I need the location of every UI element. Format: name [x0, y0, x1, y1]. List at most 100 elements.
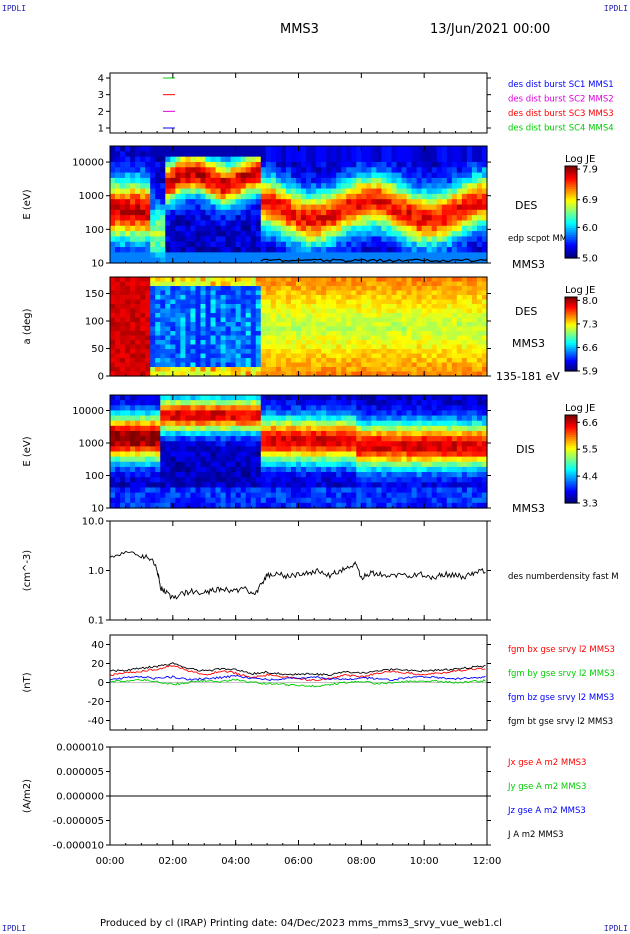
dis-energy-heatmap-cell [165, 492, 171, 499]
des-energy-heatmap-cell [135, 188, 141, 195]
des-energy-heatmap-cell [245, 257, 252, 264]
dis-energy-heatmap-cell [185, 456, 192, 463]
des-energy-heatmap-cell [391, 161, 398, 168]
des-pitch-heatmap-cell [476, 349, 483, 355]
des-energy-heatmap-cell [306, 188, 312, 195]
dis-energy-heatmap-cell [386, 497, 393, 504]
des-pitch-heatmap-cell [260, 322, 267, 328]
des-energy-heatmap-cell [110, 236, 116, 243]
des-pitch-heatmap-cell [120, 277, 126, 283]
des-energy-heatmap-cell [481, 151, 488, 158]
dis-energy-heatmap-cell [235, 436, 242, 442]
dis-energy-heatmap-cell [316, 405, 322, 412]
des-pitch-heatmap-cell [295, 358, 302, 364]
des-pitch-colorbar-cell [565, 313, 577, 317]
des-energy-heatmap-cell [386, 231, 393, 238]
dis-energy-heatmap-cell [170, 441, 176, 447]
des-energy-heatmap-cell [441, 151, 448, 158]
des-energy-heatmap-cell [265, 167, 272, 174]
des-energy-heatmap-cell [361, 177, 367, 184]
des-pitch-heatmap-cell [361, 326, 367, 332]
dis-energy-heatmap-cell [265, 415, 272, 422]
dis-energy-heatmap-cell [125, 466, 131, 473]
des-energy-heatmap-cell [160, 241, 166, 248]
des-pitch-heatmap-cell [301, 326, 307, 332]
dis-energy-heatmap-cell [255, 430, 262, 437]
des-pitch-heatmap-cell [180, 349, 186, 355]
des-energy-heatmap-cell [240, 215, 247, 222]
dis-energy-heatmap-cell [306, 410, 312, 417]
des-energy-heatmap-cell [401, 220, 408, 227]
des-pitch-heatmap-cell [306, 313, 312, 319]
des-pitch-heatmap-cell [150, 295, 156, 301]
des-energy-heatmap-cell [311, 199, 317, 206]
des-pitch-heatmap-cell [180, 286, 186, 292]
des-pitch-heatmap-cell [290, 308, 297, 314]
des-pitch-heatmap-cell [331, 358, 337, 364]
des-pitch-heatmap-cell [170, 349, 176, 355]
dis-energy-heatmap-cell [346, 466, 352, 473]
dis-energy-heatmap-cell [316, 472, 322, 478]
des-pitch-heatmap-cell [326, 344, 332, 350]
dis-energy-heatmap-cell [416, 395, 423, 401]
des-pitch-heatmap-cell [366, 286, 372, 292]
des-pitch-heatmap-cell [411, 304, 418, 310]
des-energy-heatmap-cell [170, 177, 176, 184]
dis-energy-heatmap-cell [225, 502, 232, 509]
des-pitch-heatmap-cell [451, 358, 458, 364]
dis-energy-heatmap-cell [426, 446, 433, 453]
des-energy-heatmap-cell [280, 209, 287, 216]
des-pitch-heatmap-cell [456, 290, 463, 296]
des-energy-heatmap-cell [150, 257, 156, 264]
dis-energy-heatmap-cell [411, 456, 418, 463]
des-energy-heatmap-cell [180, 215, 186, 222]
des-energy-heatmap-cell [175, 167, 181, 174]
des-pitch-heatmap-cell [270, 299, 277, 305]
des-energy-heatmap-cell [476, 241, 483, 248]
des-pitch-heatmap-cell [190, 295, 197, 301]
burst-panel-ytick-label: 4 [98, 74, 104, 85]
des-pitch-heatmap-cell [336, 358, 342, 364]
des-energy-heatmap-cell [481, 241, 488, 248]
des-pitch-heatmap-cell [145, 277, 151, 283]
des-energy-heatmap-cell [481, 215, 488, 222]
dis-energy-heatmap-cell [255, 425, 262, 432]
corner-label-bottom-left: IPDLI [2, 924, 27, 933]
des-pitch-heatmap-cell [250, 353, 257, 359]
des-energy-colorbar-cell [565, 172, 577, 176]
dis-energy-heatmap-cell [371, 487, 378, 494]
dis-energy-heatmap-cell [431, 441, 438, 447]
dis-energy-heatmap-cell [316, 482, 322, 489]
dis-energy-heatmap-cell [411, 420, 418, 427]
dis-energy-heatmap-cell [145, 451, 151, 458]
dis-energy-heatmap-cell [381, 502, 388, 509]
des-energy-heatmap-cell [130, 204, 136, 211]
des-pitch-heatmap-cell [431, 281, 438, 287]
dis-energy-heatmap-cell [155, 472, 161, 478]
des-energy-heatmap-cell [471, 146, 478, 152]
des-pitch-heatmap-cell [205, 335, 212, 341]
des-energy-heatmap-cell [401, 231, 408, 238]
des-energy-heatmap-cell [145, 193, 151, 200]
des-pitch-heatmap-cell [215, 344, 222, 350]
des-energy-heatmap-cell [381, 220, 388, 227]
dis-energy-heatmap-cell [200, 425, 207, 432]
dis-energy-heatmap-cell [150, 497, 156, 504]
des-energy-heatmap-cell [275, 146, 282, 152]
des-pitch-heatmap-cell [210, 340, 217, 346]
des-pitch-heatmap-cell [446, 353, 453, 359]
dis-energy-heatmap-cell [135, 472, 141, 478]
des-energy-heatmap-cell [260, 156, 267, 163]
dis-energy-heatmap-cell [421, 487, 428, 494]
des-energy-heatmap-cell [371, 183, 378, 190]
des-energy-heatmap-cell [155, 231, 161, 238]
dis-energy-heatmap-cell [115, 441, 121, 447]
dis-energy-heatmap-cell [331, 436, 337, 442]
dis-energy-heatmap-cell [316, 410, 322, 417]
des-pitch-heatmap-cell [215, 304, 222, 310]
des-energy-heatmap-cell [336, 220, 342, 227]
dis-energy-heatmap-cell [376, 395, 383, 401]
des-energy-heatmap-cell [225, 146, 232, 152]
des-energy-heatmap-cell [165, 167, 171, 174]
des-energy-heatmap-cell [361, 241, 367, 248]
